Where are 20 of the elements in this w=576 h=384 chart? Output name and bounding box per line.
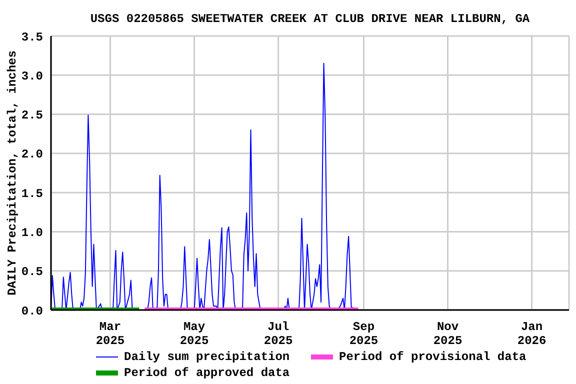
y-tick-label: 2.5	[21, 108, 43, 123]
x-tick-label: Nov 2025	[433, 320, 462, 348]
legend-label: Period of approved data	[124, 366, 290, 380]
legend-label: Period of provisional data	[339, 350, 526, 364]
line-series	[51, 62, 355, 310]
chart-title: USGS 02205865 SWEETWATER CREEK AT CLUB DRIVE NEAR LILBURN, GA	[89, 12, 531, 26]
y-axis-title: DAILY Precipitation, total, inches	[5, 50, 20, 296]
y-tick-label: 0.5	[21, 265, 43, 280]
y-tick-label: 3.0	[21, 69, 43, 84]
y-tick-label: 3.5	[21, 30, 43, 44]
legend-label: Daily sum precipitation	[124, 350, 290, 364]
y-tick-label: 1.5	[21, 186, 43, 201]
y-tick-label: 0.0	[21, 304, 43, 318]
x-tick-label: Jan 2026	[517, 320, 546, 348]
y-tick-label: 2.0	[21, 148, 43, 162]
x-tick-label: Sep 2025	[349, 320, 378, 348]
y-tick-label: 1.0	[21, 226, 43, 240]
x-tick-label: Mar 2025	[96, 320, 125, 348]
x-tick-label: May 2025	[180, 320, 209, 348]
x-tick-label: Jul 2025	[264, 320, 293, 348]
